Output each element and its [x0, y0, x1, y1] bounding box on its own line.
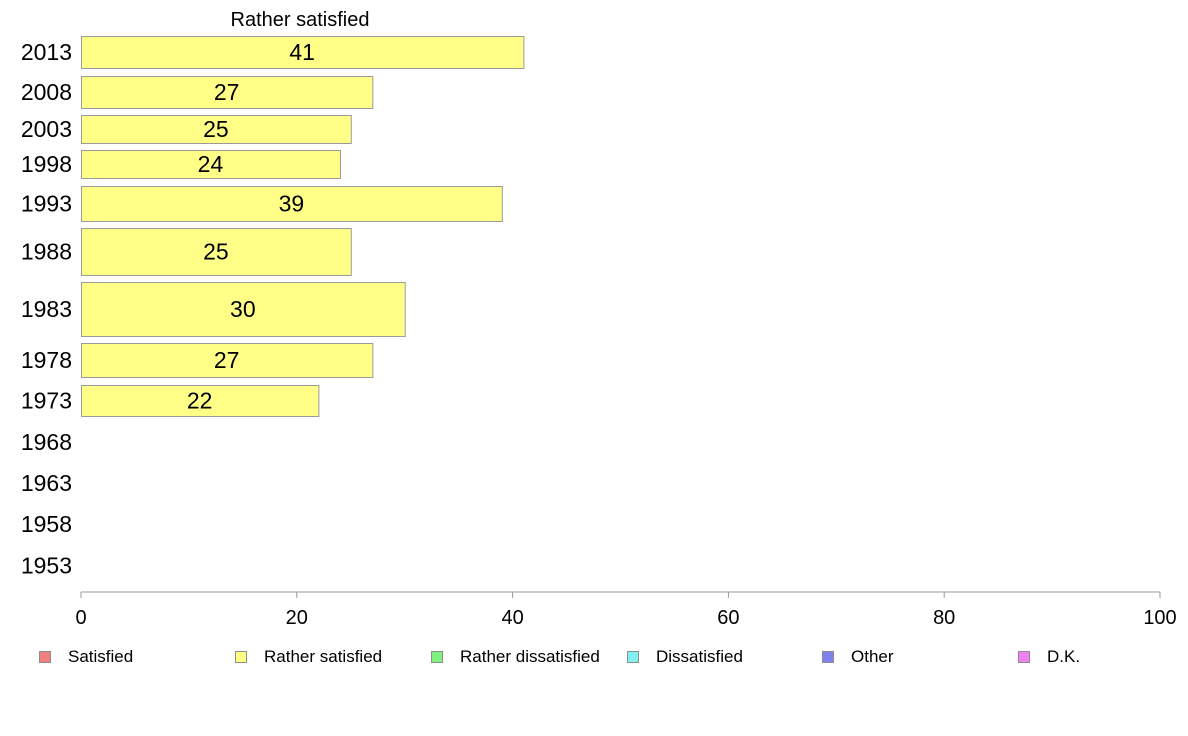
x-tick-label-100: 100	[1143, 607, 1176, 629]
data-label-1993: 39	[279, 191, 305, 217]
bar-1973	[81, 385, 320, 417]
category-label-1958: 1958	[21, 511, 72, 537]
legend: Satisfied Rather satisfied Rather dissatis…	[0, 646, 1188, 670]
legend-label: D.K.	[1047, 647, 1081, 666]
bar-1983	[81, 282, 406, 337]
bar-1998	[81, 150, 341, 179]
legend-swatch	[235, 651, 247, 663]
legend-swatch	[822, 651, 834, 663]
bars-layer	[81, 36, 525, 417]
legend-swatch	[627, 651, 639, 663]
legend-swatch	[431, 651, 443, 663]
category-label-1993: 1993	[21, 191, 72, 217]
category-label-1988: 1988	[21, 239, 72, 265]
legend-label: Satisfied	[68, 647, 134, 666]
category-label-2013: 2013	[21, 39, 72, 65]
data-label-1983: 30	[230, 296, 256, 322]
data-label-2008: 27	[214, 79, 240, 105]
category-label-1998: 1998	[21, 151, 72, 177]
x-tick-label-80: 80	[933, 607, 955, 629]
data-label-1988: 25	[203, 239, 229, 265]
legend-swatch	[39, 651, 51, 663]
bar-1978	[81, 343, 374, 378]
data-label-1973: 22	[187, 388, 213, 414]
bar-2003	[81, 115, 352, 144]
category-label-1973: 1973	[21, 388, 72, 414]
bar-1993	[81, 186, 503, 222]
legend-item: Rather satisfied	[235, 646, 382, 668]
data-label-2013: 41	[289, 39, 315, 65]
category-label-1963: 1963	[21, 470, 72, 496]
category-labels-layer: 2013 2008 2003 1998 1993 1988 1983 1978 1973 1968…	[21, 39, 72, 579]
legend-label: Dissatisfied	[656, 647, 743, 666]
category-label-2008: 2008	[21, 79, 72, 105]
category-label-1983: 1983	[21, 296, 72, 322]
category-label-1953: 1953	[21, 553, 72, 579]
legend-label: Rather dissatisfied	[460, 647, 600, 666]
bar-2013	[81, 36, 525, 69]
category-label-2003: 2003	[21, 116, 72, 142]
legend-item: Dissatisfied	[627, 646, 743, 668]
legend-item: D.K.	[1018, 646, 1080, 668]
legend-item: Other	[822, 646, 894, 668]
x-tick-label-20: 20	[286, 607, 308, 629]
x-tick-label-40: 40	[501, 607, 523, 629]
x-tick-label-0: 0	[75, 607, 86, 629]
legend-swatch	[1018, 651, 1030, 663]
legend-item: Satisfied	[39, 646, 133, 668]
x-tick-label-60: 60	[717, 607, 739, 629]
chart-title: Rather satisfied	[231, 9, 370, 31]
category-label-1968: 1968	[21, 429, 72, 455]
category-label-1978: 1978	[21, 347, 72, 373]
bar-1988	[81, 228, 352, 276]
legend-label: Rather satisfied	[264, 647, 383, 666]
data-label-2003: 25	[203, 116, 229, 142]
data-label-1998: 24	[198, 151, 224, 177]
bar-2008	[81, 76, 374, 109]
data-label-1978: 27	[214, 347, 240, 373]
x-axis-ticks-layer: 0 20 40 60 80 100	[75, 592, 1177, 629]
legend-item: Rather dissatisfied	[431, 646, 600, 668]
legend-label: Other	[851, 647, 894, 666]
